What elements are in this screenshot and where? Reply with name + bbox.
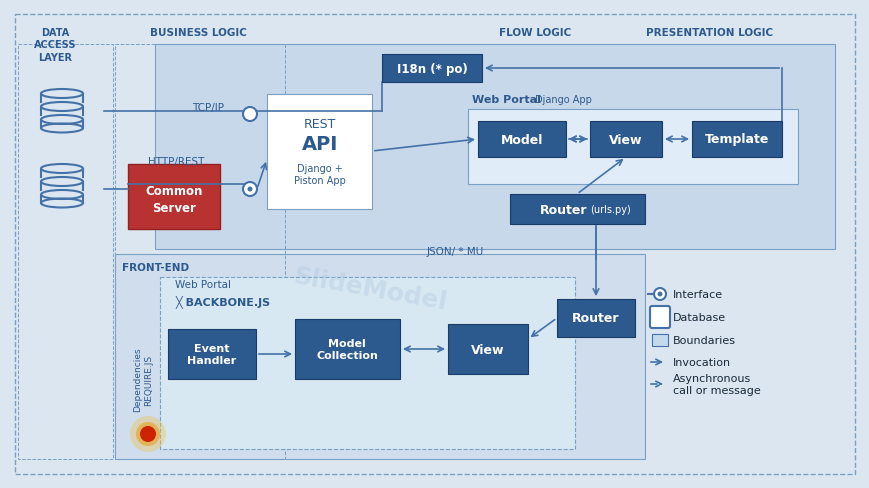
Circle shape	[136, 422, 160, 446]
Text: Web Portal: Web Portal	[472, 95, 541, 105]
Circle shape	[242, 183, 256, 197]
Text: Django App: Django App	[534, 95, 591, 105]
Text: I18n (* po): I18n (* po)	[396, 62, 467, 75]
Circle shape	[140, 426, 156, 442]
Bar	[295, 319, 400, 379]
Circle shape	[657, 292, 661, 297]
Circle shape	[242, 108, 256, 122]
Bar	[468, 110, 797, 184]
Text: HTTP/REST: HTTP/REST	[148, 157, 204, 167]
Text: Router: Router	[572, 312, 619, 325]
Bar	[509, 195, 644, 224]
Text: Web Portal: Web Portal	[175, 280, 231, 289]
Text: ╳ BACKBONE.JS: ╳ BACKBONE.JS	[175, 294, 269, 307]
Text: REST: REST	[303, 118, 335, 131]
Text: (urls.py): (urls.py)	[589, 204, 630, 215]
Bar	[448, 325, 527, 374]
Text: Invocation: Invocation	[673, 357, 730, 367]
Bar	[651, 334, 667, 346]
Bar	[115, 254, 644, 459]
Text: Model
Collection: Model Collection	[315, 338, 377, 361]
Text: Template: Template	[704, 133, 768, 146]
Circle shape	[653, 288, 666, 301]
Text: Dependencies
REQUIRE.JS: Dependencies REQUIRE.JS	[133, 347, 153, 411]
Text: TCP/IP: TCP/IP	[192, 103, 223, 113]
Text: DATA
ACCESS
LAYER: DATA ACCESS LAYER	[34, 28, 76, 62]
Text: PRESENTATION LOGIC: PRESENTATION LOGIC	[646, 28, 773, 38]
Text: Router: Router	[540, 203, 587, 216]
Text: FRONT-END: FRONT-END	[122, 263, 189, 272]
Bar	[691, 122, 781, 158]
Text: BUSINESS LOGIC: BUSINESS LOGIC	[149, 28, 246, 38]
Bar	[160, 278, 574, 449]
Text: Boundaries: Boundaries	[673, 335, 735, 346]
Bar	[381, 55, 481, 83]
Bar	[128, 164, 220, 229]
Text: FLOW LOGIC: FLOW LOGIC	[498, 28, 570, 38]
Text: Database: Database	[673, 312, 726, 323]
Bar	[477, 122, 566, 158]
Bar	[589, 122, 661, 158]
Bar	[556, 299, 634, 337]
Bar	[115, 45, 285, 459]
Text: Interface: Interface	[673, 289, 722, 299]
Text: Django +
Piston App: Django + Piston App	[294, 163, 346, 186]
Text: API: API	[302, 135, 338, 154]
Text: SlideModel: SlideModel	[291, 264, 448, 315]
Text: Model: Model	[501, 133, 542, 146]
Text: Common
Server: Common Server	[145, 184, 202, 215]
Text: JSON/ *.MU: JSON/ *.MU	[426, 246, 483, 257]
Text: Asynchronous
call or message: Asynchronous call or message	[673, 373, 760, 395]
Bar	[168, 329, 255, 379]
Circle shape	[247, 187, 252, 192]
Text: View: View	[608, 133, 642, 146]
FancyBboxPatch shape	[649, 306, 669, 328]
Bar	[155, 45, 834, 249]
Bar	[267, 95, 372, 209]
Text: Event
Handler: Event Handler	[187, 343, 236, 366]
Bar	[18, 45, 113, 459]
Circle shape	[129, 416, 166, 452]
Text: View: View	[471, 343, 504, 356]
